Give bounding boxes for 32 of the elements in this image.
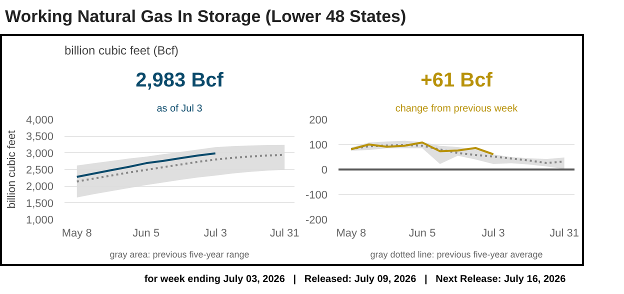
y-tick-label: 1,500: [26, 198, 54, 210]
x-tick-label: Jul 31: [270, 228, 300, 240]
x-tick-label: Jun 5: [408, 228, 436, 240]
y-tick-label: 4,000: [26, 114, 54, 126]
y-tick-label: 3,500: [26, 131, 54, 144]
text: gray dotted line: previous five-year average: [370, 250, 543, 260]
text: gray area: previous five-year range: [110, 250, 250, 260]
line-series: [76, 152, 216, 178]
line-series: [350, 142, 494, 156]
text: billion cubic feet (Bcf): [64, 44, 179, 58]
chart-title: +61 Bcf: [420, 70, 493, 92]
y-axis-title: billion cubic feet: [6, 130, 18, 209]
y-tick-label: 0: [321, 164, 328, 176]
x-tick-label: Jul 3: [204, 228, 227, 240]
x-tick-label: Jun 5: [132, 228, 160, 240]
x-tick-label: May 8: [336, 228, 366, 240]
chart-subtitle: as of Jul 3: [156, 104, 203, 114]
chart-subtitle: change from previous week: [395, 104, 519, 114]
y-tick-label: -100: [305, 190, 328, 202]
y-tick-label: -200: [305, 214, 328, 226]
y-tick-label: 3,000: [26, 148, 54, 160]
y-tick-label: 2,500: [26, 164, 54, 176]
x-tick-label: Jul 3: [482, 228, 505, 240]
text: Working Natural Gas In Storage (Lower 48 States): [5, 6, 406, 28]
chart-title: 2,983 Bcf: [136, 70, 224, 92]
y-tick-label: 200: [309, 114, 328, 126]
text: for week ending July 03, 2026 | Released: July 09, 2026 | Next Release: July 16, 2026: [144, 273, 566, 287]
y-tick-label: 100: [309, 140, 328, 152]
y-tick-label: 2,000: [26, 181, 54, 194]
x-tick-label: May 8: [62, 228, 92, 240]
x-tick-label: Jul 31: [550, 228, 580, 240]
y-tick-label: 1,000: [26, 214, 54, 226]
